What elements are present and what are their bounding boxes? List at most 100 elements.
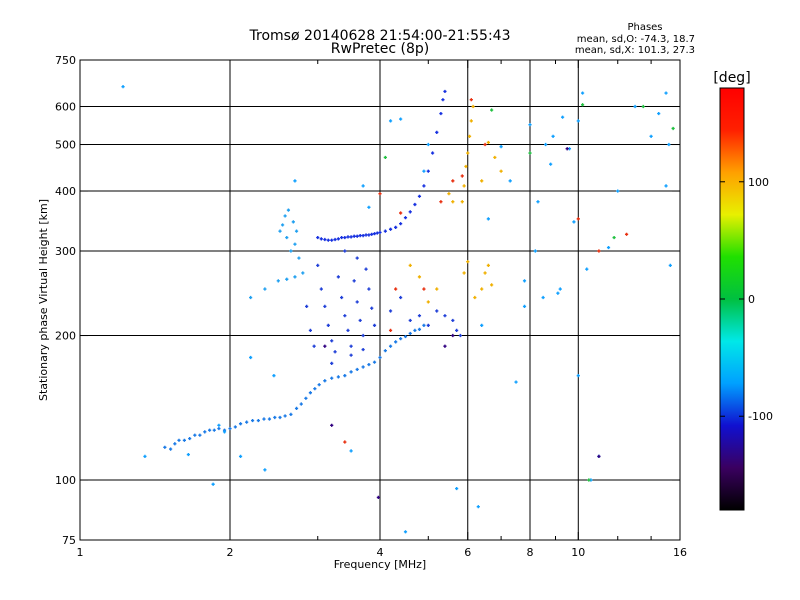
series bbox=[249, 208, 305, 300]
data-point bbox=[272, 374, 276, 378]
data-point bbox=[399, 211, 403, 215]
data-point bbox=[480, 179, 484, 183]
data-point bbox=[323, 379, 327, 383]
data-point bbox=[471, 104, 475, 109]
data-point bbox=[388, 344, 393, 348]
data-point bbox=[211, 482, 215, 486]
data-point bbox=[326, 238, 330, 242]
data-point bbox=[262, 417, 266, 421]
data-point bbox=[361, 234, 365, 238]
chart-title: Tromsø 20140628 21:54:00-21:55:43 bbox=[249, 28, 511, 44]
data-point bbox=[333, 350, 337, 354]
data-point bbox=[455, 328, 459, 332]
data-point bbox=[522, 279, 527, 283]
data-point bbox=[308, 328, 313, 332]
data-point bbox=[263, 468, 267, 472]
data-point bbox=[278, 229, 282, 233]
x-tick-label: 1 bbox=[77, 546, 84, 559]
data-point bbox=[536, 200, 540, 204]
data-point bbox=[367, 205, 371, 209]
data-point bbox=[352, 279, 356, 283]
data-point bbox=[422, 287, 426, 291]
y-tick-label: 100 bbox=[55, 474, 76, 487]
data-point bbox=[291, 220, 295, 224]
y-tick-label: 200 bbox=[55, 330, 76, 343]
data-point bbox=[483, 271, 487, 275]
data-point bbox=[439, 111, 443, 116]
data-point bbox=[585, 267, 589, 271]
data-point bbox=[435, 309, 439, 313]
data-point bbox=[293, 275, 297, 279]
data-point bbox=[383, 229, 387, 233]
data-point bbox=[417, 314, 422, 318]
data-point bbox=[217, 426, 221, 431]
data-point bbox=[238, 454, 243, 459]
data-point bbox=[664, 184, 668, 188]
data-point bbox=[443, 314, 447, 318]
data-point bbox=[388, 227, 393, 231]
data-point bbox=[285, 277, 289, 281]
data-point bbox=[222, 430, 227, 434]
chart-subtitle: RwPretec (8p) bbox=[331, 41, 429, 57]
data-point bbox=[399, 117, 403, 121]
x-tick-label: 4 bbox=[377, 546, 384, 559]
data-point bbox=[372, 232, 377, 236]
data-point bbox=[361, 333, 365, 338]
data-point bbox=[283, 214, 287, 218]
data-point bbox=[597, 454, 601, 459]
data-point bbox=[367, 233, 371, 237]
data-point bbox=[319, 237, 323, 241]
data-point bbox=[476, 505, 480, 509]
data-point bbox=[163, 445, 167, 449]
data-point bbox=[580, 103, 585, 107]
data-point bbox=[177, 438, 181, 442]
data-point bbox=[430, 151, 435, 155]
legend-line-o: mean, sd,O: -74.3, 18.7 bbox=[577, 34, 695, 45]
data-point bbox=[283, 414, 287, 418]
data-point bbox=[490, 108, 494, 112]
x-tick-label: 16 bbox=[673, 546, 687, 559]
data-point bbox=[399, 222, 403, 226]
data-point bbox=[297, 256, 301, 260]
data-point bbox=[451, 333, 455, 338]
data-point bbox=[250, 418, 255, 423]
data-point bbox=[289, 412, 293, 417]
data-point bbox=[378, 230, 382, 235]
data-point bbox=[293, 242, 297, 246]
data-point bbox=[633, 104, 637, 109]
data-point bbox=[439, 200, 443, 204]
data-point bbox=[349, 353, 353, 357]
data-point bbox=[340, 235, 344, 240]
data-point bbox=[217, 423, 221, 427]
data-point bbox=[143, 454, 147, 459]
data-point bbox=[580, 91, 585, 95]
data-point bbox=[121, 85, 125, 89]
data-point bbox=[587, 478, 591, 482]
x-tick-label: 8 bbox=[527, 546, 534, 559]
y-axis-label: Stationary phase Virtual Height [km] bbox=[37, 199, 50, 401]
data-point bbox=[343, 235, 347, 240]
data-point bbox=[376, 495, 380, 500]
data-point bbox=[378, 355, 382, 360]
colorbar-label: [deg] bbox=[713, 70, 750, 86]
data-point bbox=[278, 415, 282, 420]
data-point bbox=[403, 530, 408, 534]
data-point bbox=[383, 155, 387, 160]
data-point bbox=[346, 235, 350, 239]
data-point bbox=[417, 275, 422, 279]
data-point bbox=[372, 360, 377, 364]
data-point bbox=[238, 422, 243, 426]
data-point bbox=[426, 300, 430, 304]
data-point bbox=[493, 155, 497, 160]
data-point bbox=[460, 200, 464, 204]
y-tick-label: 500 bbox=[55, 139, 76, 152]
data-point bbox=[330, 376, 334, 380]
data-point bbox=[316, 263, 320, 267]
series bbox=[316, 89, 447, 242]
data-point bbox=[413, 202, 417, 207]
data-point bbox=[469, 98, 473, 102]
data-point bbox=[426, 142, 430, 147]
series bbox=[163, 323, 426, 451]
data-point bbox=[426, 323, 430, 327]
